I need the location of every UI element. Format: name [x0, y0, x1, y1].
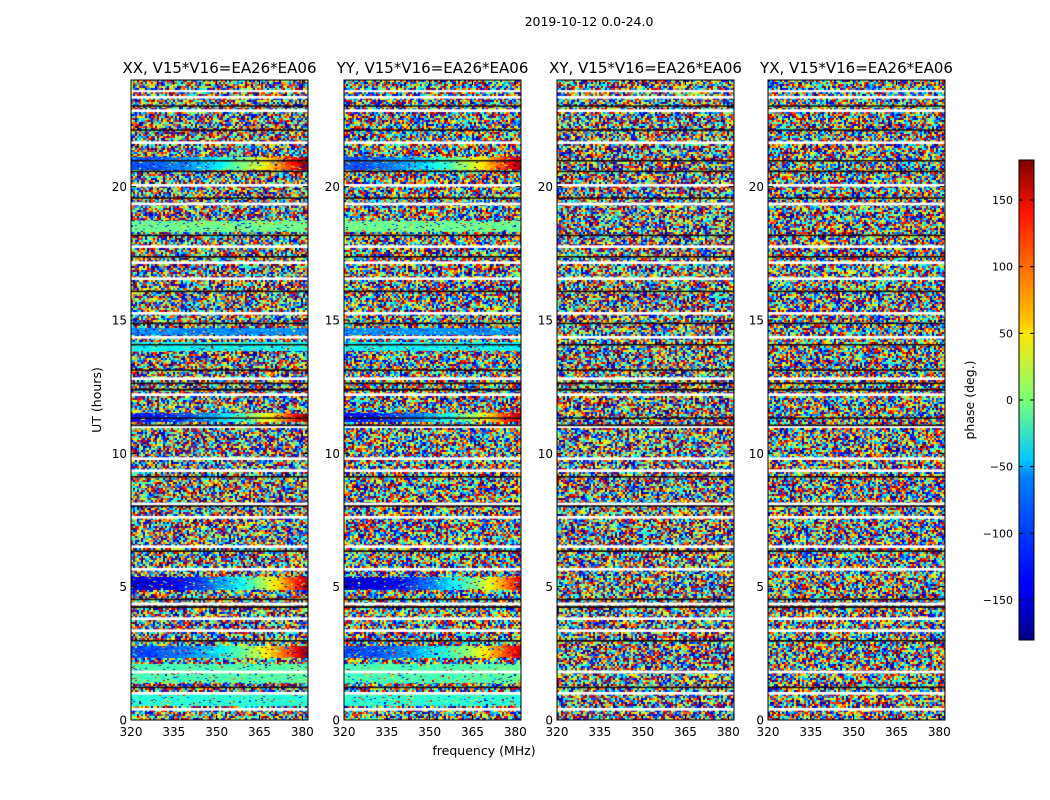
y-tick-label: 5 — [119, 580, 127, 594]
y-axis-label: UT (hours) — [89, 367, 104, 433]
panel-4: YX, V15*V16=EA26*EA06 0 5 10 15 20 320 335 350 36… — [749, 59, 953, 739]
panel-1: XX, V15*V16=EA26*EA06 0 5 10 15 20 320 335 350 36… — [112, 59, 317, 739]
phase-heatmap-image — [557, 80, 734, 720]
colorbar-tick-label: 100 — [992, 261, 1013, 274]
x-tick-label: 365 — [885, 725, 908, 739]
x-tick-label: 350 — [418, 725, 441, 739]
panel-title: YX, V15*V16=EA26*EA06 — [759, 59, 953, 77]
colorbar-tick-label: −100 — [983, 527, 1013, 540]
x-tick-label: 320 — [757, 725, 780, 739]
y-tick-label: 20 — [749, 180, 764, 194]
phase-heatmap-image — [131, 80, 308, 720]
y-tick-label: 15 — [749, 314, 764, 328]
y-tick-label: 20 — [538, 180, 553, 194]
x-tick-label: 365 — [248, 725, 271, 739]
y-tick-label: 15 — [112, 314, 127, 328]
panel-title: XX, V15*V16=EA26*EA06 — [122, 59, 316, 77]
x-tick-label: 380 — [504, 725, 527, 739]
colorbar-tick-label: 0 — [1006, 394, 1013, 407]
colorbar-tick-label: 50 — [999, 327, 1013, 340]
y-tick-label: 20 — [112, 180, 127, 194]
y-tick-label: 10 — [538, 447, 553, 461]
x-tick-label: 350 — [842, 725, 865, 739]
panel-3: XY, V15*V16=EA26*EA06 0 5 10 15 20 320 335 350 36… — [538, 59, 742, 739]
x-tick-label: 335 — [799, 725, 822, 739]
panel-title: XY, V15*V16=EA26*EA06 — [549, 59, 742, 77]
phase-heatmap-image — [344, 80, 521, 720]
colorbar-ticks: −150 −100 −50 0 50 100 150 — [983, 194, 1034, 607]
y-tick-label: 15 — [538, 314, 553, 328]
phase-heatmap-image — [768, 80, 945, 720]
x-tick-label: 350 — [631, 725, 654, 739]
x-tick-label: 320 — [120, 725, 143, 739]
y-tick-label: 10 — [325, 447, 340, 461]
x-tick-label: 335 — [375, 725, 398, 739]
y-tick-label: 10 — [749, 447, 764, 461]
x-tick-label: 335 — [588, 725, 611, 739]
x-tick-label: 335 — [162, 725, 185, 739]
y-tick-label: 5 — [545, 580, 553, 594]
panel-frame — [130, 79, 309, 721]
colorbar-tick-label: −150 — [983, 594, 1013, 607]
x-tick-label: 380 — [717, 725, 740, 739]
y-tick-label: 0 — [756, 714, 764, 728]
panel-frame — [767, 79, 946, 721]
panel-frame — [343, 79, 522, 721]
figure-title: 2019-10-12 0.0-24.0 — [525, 14, 654, 29]
colorbar-tick-label: 150 — [992, 194, 1013, 207]
x-tick-label: 365 — [461, 725, 484, 739]
x-tick-label: 320 — [333, 725, 356, 739]
panel-frame — [556, 79, 735, 721]
panel-2: YY, V15*V16=EA26*EA06 0 5 10 15 20 320 335 350 36… — [325, 59, 529, 739]
x-tick-label: 350 — [205, 725, 228, 739]
x-tick-label: 380 — [291, 725, 314, 739]
colorbar-label: phase (deg.) — [962, 361, 977, 440]
y-tick-label: 20 — [325, 180, 340, 194]
x-axis-label: frequency (MHz) — [432, 743, 535, 758]
y-tick-label: 10 — [112, 447, 127, 461]
colorbar-tick-label: −50 — [990, 461, 1013, 474]
panel-title: YY, V15*V16=EA26*EA06 — [336, 59, 529, 77]
y-tick-label: 15 — [325, 314, 340, 328]
x-tick-label: 380 — [928, 725, 951, 739]
x-tick-label: 365 — [674, 725, 697, 739]
colorbar: −150 −100 −50 0 50 100 150 phase (deg.) — [962, 159, 1035, 641]
y-tick-label: 0 — [332, 714, 340, 728]
y-tick-label: 5 — [756, 580, 764, 594]
panels-layer: XX, V15*V16=EA26*EA06 0 5 10 15 20 320 335 350 36… — [112, 59, 953, 739]
y-tick-label: 0 — [119, 714, 127, 728]
y-tick-label: 0 — [545, 714, 553, 728]
x-tick-label: 320 — [546, 725, 569, 739]
y-tick-label: 5 — [332, 580, 340, 594]
